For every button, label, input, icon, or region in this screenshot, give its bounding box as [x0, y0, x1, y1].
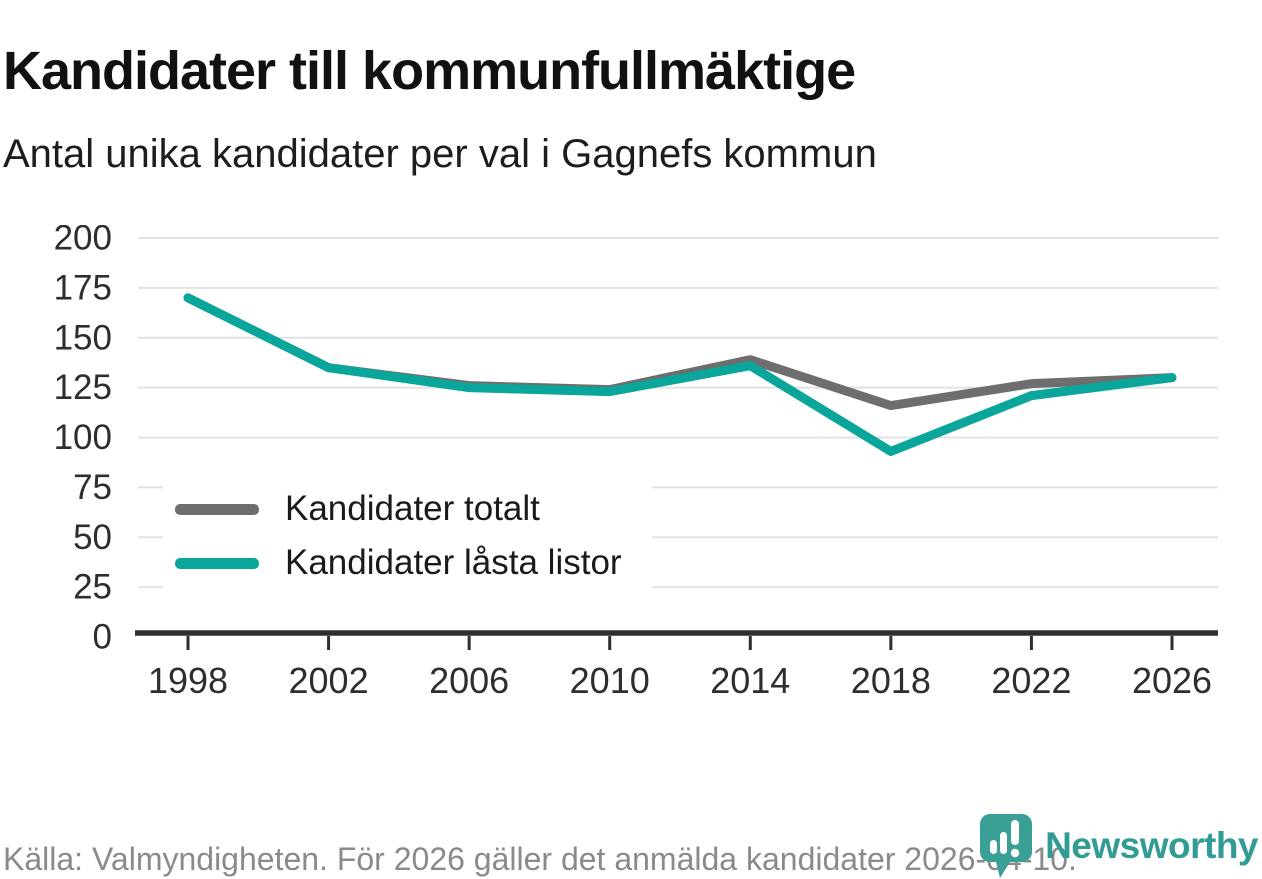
x-axis-tick-label: 2018: [851, 660, 931, 701]
newsworthy-logo: Newsworthy: [979, 813, 1258, 879]
x-axis-tick-label: 2006: [429, 660, 509, 701]
chart-legend: Kandidater totalt Kandidater låsta listo…: [163, 479, 652, 599]
legend-entry-lasta-listor: Kandidater låsta listor: [175, 543, 622, 583]
y-axis-tick-label: 175: [54, 268, 112, 307]
y-axis-tick-label: 150: [54, 318, 112, 357]
y-axis-tick-label: 0: [93, 618, 112, 657]
y-axis-tick-label: 75: [73, 468, 112, 507]
series-line-0: [183, 293, 1177, 411]
legend-swatch-lasta-listor: [175, 557, 259, 569]
series-line-1: [183, 293, 1177, 456]
x-axis-tick-label: 2010: [570, 660, 650, 701]
page-title: Kandidater till kommunfullmäktige: [3, 41, 856, 102]
legend-entry-totalt: Kandidater totalt: [175, 489, 622, 529]
source-note: Källa: Valmyndigheten. För 2026 gäller d…: [3, 841, 1077, 877]
x-axis-tick-label: 2026: [1132, 660, 1212, 701]
x-axis-tick-label: 1998: [148, 660, 228, 701]
chart-subtitle: Antal unika kandidater per val i Gagnefs…: [3, 132, 877, 176]
line-chart: 1998 2002 2006 2010 2014 2018 2022 2026 0 25 50 75 1…: [54, 225, 1218, 701]
x-axis-tick-label: 2002: [289, 660, 369, 701]
legend-label-lasta-listor: Kandidater låsta listor: [285, 543, 622, 582]
legend-swatch-totalt: [175, 503, 259, 515]
y-axis-tick-label: 50: [73, 518, 112, 557]
chart-area: 1998 2002 2006 2010 2014 2018 2022 2026 0 25 50 75 1…: [0, 225, 1262, 725]
y-axis-tick-label: 200: [54, 225, 112, 258]
newsworthy-pin-icon: [980, 814, 1033, 878]
y-axis-tick-label: 25: [73, 568, 112, 607]
y-axis-tick-label: 100: [54, 418, 112, 457]
legend-label-totalt: Kandidater totalt: [285, 489, 540, 528]
y-axis-tick-label: 125: [54, 368, 112, 407]
x-axis-tick-label: 2022: [991, 660, 1071, 701]
newsworthy-wordmark: Newsworthy: [1045, 825, 1258, 866]
x-axis-tick-label: 2014: [710, 660, 790, 701]
